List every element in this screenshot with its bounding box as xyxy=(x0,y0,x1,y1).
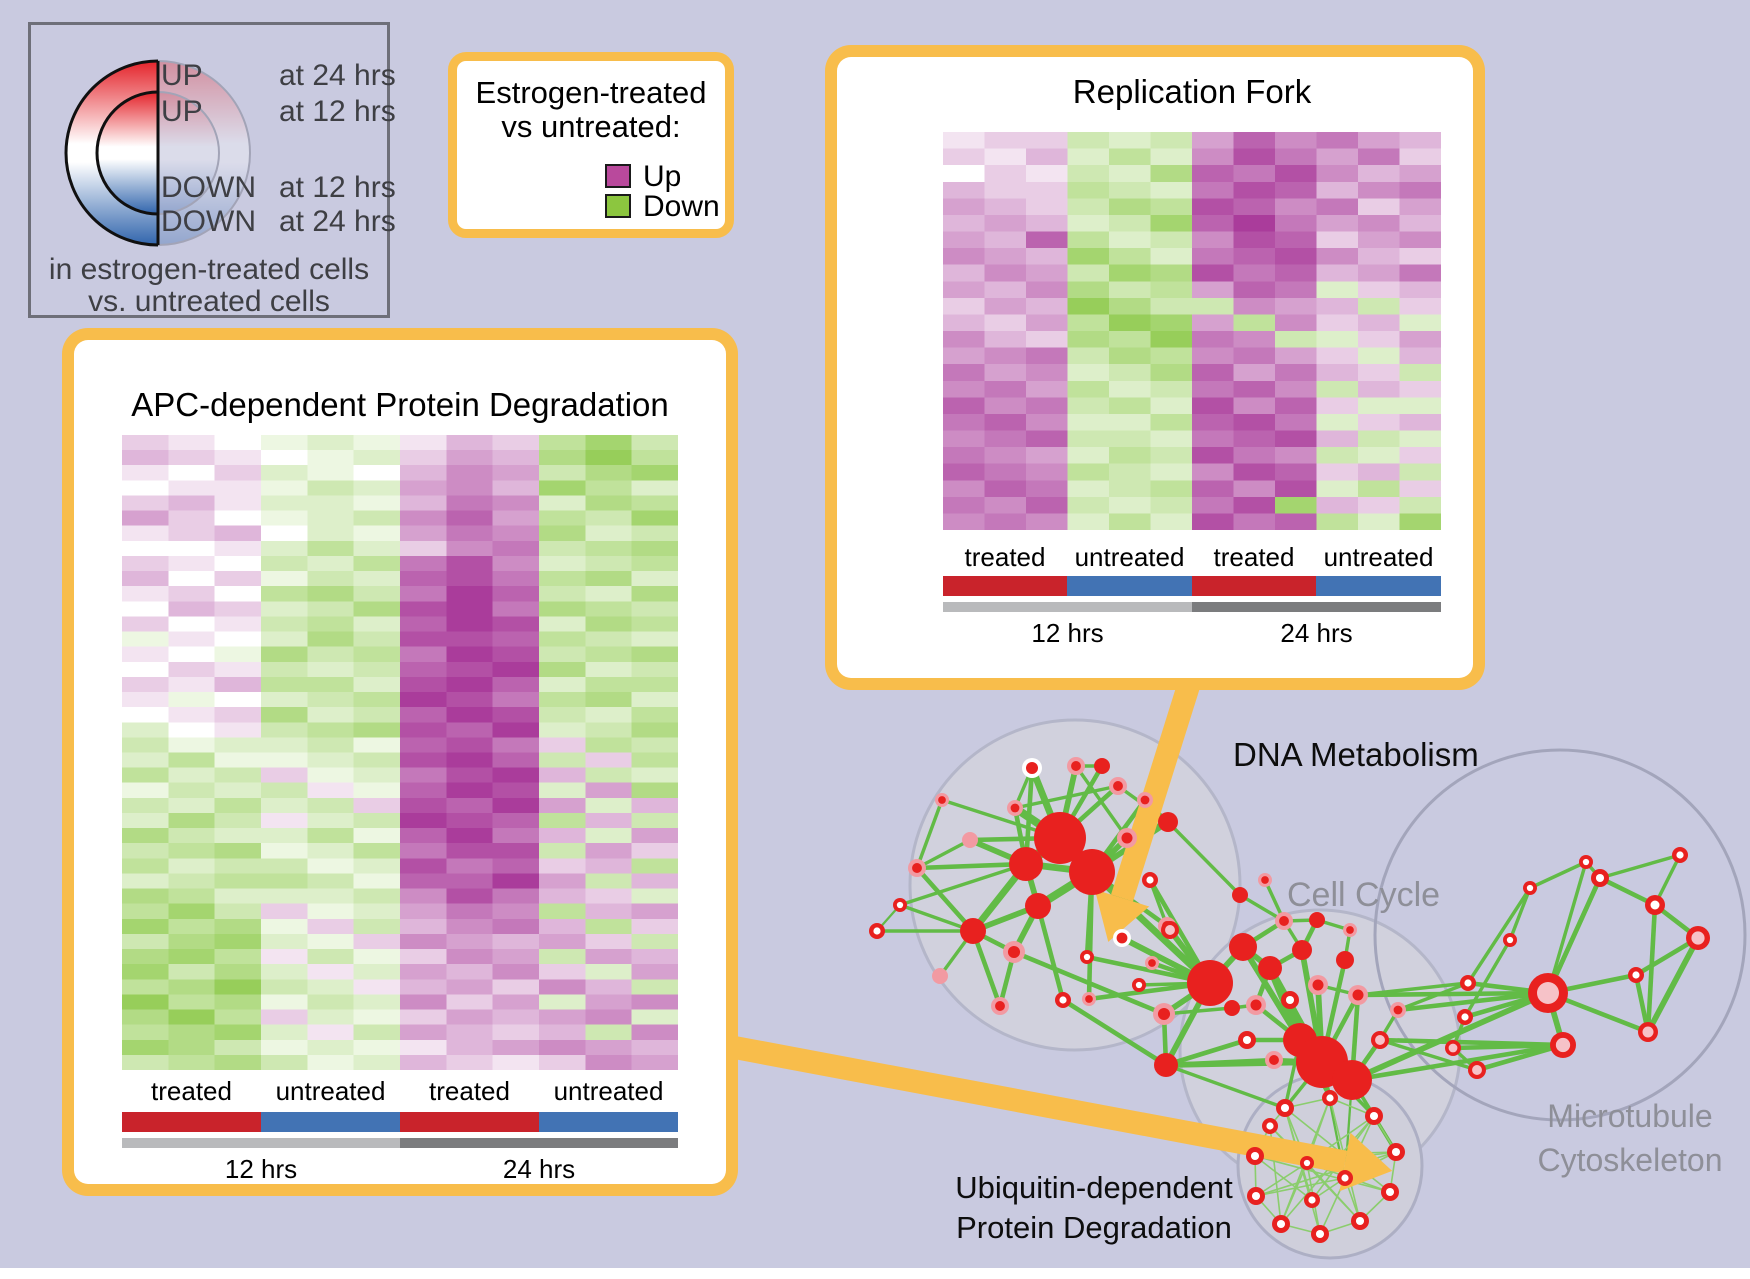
apc-group-label-4: untreated xyxy=(553,1076,664,1106)
apc-degradation-panel: APC-dependent Protein Degradation treate… xyxy=(62,328,738,1196)
apc-12hr-bar xyxy=(122,1138,400,1148)
apc-untreated-bar-24 xyxy=(539,1112,678,1132)
updown-venn-circles-icon xyxy=(64,59,251,247)
cluster-label-ubiquitin-degradation: Ubiquitin-dependent Protein Degradation xyxy=(948,1168,1240,1248)
legend-up-12-time: at 12 hrs xyxy=(279,95,396,128)
apc-untreated-bar-12 xyxy=(261,1112,400,1132)
down-swatch-label: Down xyxy=(643,190,720,223)
rf-group-label-3: treated xyxy=(1213,542,1295,572)
legend-up-12-dir: UP xyxy=(161,95,203,128)
estrogen-color-key: Estrogen-treated vs untreated: Up Down xyxy=(448,52,734,238)
apc-group-label-3: treated xyxy=(429,1076,510,1106)
apc-group-label-2: untreated xyxy=(275,1076,386,1106)
rf-hour-label-24: 24 hrs xyxy=(1280,618,1353,648)
rf-24hr-bar xyxy=(1192,602,1441,612)
replication-fork-heatmap xyxy=(943,132,1441,530)
legend-caption-line2: vs. untreated cells xyxy=(88,285,330,318)
legend-caption-line1: in estrogen-treated cells xyxy=(48,253,370,286)
apc-24hr-bar xyxy=(400,1138,678,1148)
rf-treated-bar-24 xyxy=(1192,576,1316,596)
cluster-label-dna-metabolism: DNA Metabolism xyxy=(1233,736,1479,773)
apc-treated-bar-12 xyxy=(122,1112,261,1132)
legend-down-24-time: at 24 hrs xyxy=(279,205,396,238)
apc-hour-label-12: 12 hrs xyxy=(224,1154,298,1184)
apc-degradation-heatmap xyxy=(122,435,678,1070)
legend-down-12-time: at 12 hrs xyxy=(279,171,396,204)
orange-arrows xyxy=(729,658,1393,1192)
cluster-label-cell-cycle: Cell Cycle xyxy=(1287,876,1441,914)
color-key-title-line2: vs untreated: xyxy=(501,109,681,144)
replication-fork-panel: Replication Fork treated untreated treat… xyxy=(825,45,1485,690)
cluster-label-ubiquitin-line1: Ubiquitin-dependent xyxy=(955,1170,1233,1205)
cluster-label-microtubule-line2: Cytoskeleton xyxy=(1537,1142,1723,1178)
rf-hour-label-12: 12 hrs xyxy=(1031,618,1104,648)
up-swatch xyxy=(605,164,631,188)
rf-12hr-bar xyxy=(943,602,1192,612)
network-nodes xyxy=(869,757,1710,1243)
apc-degradation-title: APC-dependent Protein Degradation xyxy=(131,386,669,423)
apc-hour-label-24: 24 hrs xyxy=(502,1154,576,1184)
cluster-label-microtubule-cytoskeleton: Microtubule Cytoskeleton xyxy=(1480,1094,1750,1182)
replication-fork-title: Replication Fork xyxy=(1072,73,1312,110)
cluster-label-ubiquitin-line2: Protein Degradation xyxy=(956,1210,1232,1245)
rf-untreated-bar-12 xyxy=(1067,576,1192,596)
rf-untreated-bar-24 xyxy=(1316,576,1441,596)
color-key-title-line1: Estrogen-treated xyxy=(475,75,707,110)
rf-group-label-1: treated xyxy=(964,542,1046,572)
rf-group-label-4: untreated xyxy=(1323,542,1434,572)
down-swatch xyxy=(605,194,631,218)
updown-gradient-legend: UP at 24 hrs UP at 12 hrs DOWN at 12 hrs… xyxy=(28,22,396,318)
apc-group-label-1: treated xyxy=(151,1076,232,1106)
rf-treated-bar-12 xyxy=(943,576,1067,596)
legend-down-12-dir: DOWN xyxy=(161,171,256,204)
rf-group-label-2: untreated xyxy=(1074,542,1185,572)
legend-up-24-dir: UP xyxy=(161,59,203,92)
figure-bottom-margin xyxy=(0,1268,1750,1279)
legend-down-24-dir: DOWN xyxy=(161,205,256,238)
legend-up-24-time: at 24 hrs xyxy=(279,59,396,92)
apc-treated-bar-24 xyxy=(400,1112,539,1132)
up-swatch-label: Up xyxy=(643,160,682,193)
cluster-label-microtubule-line1: Microtubule xyxy=(1547,1098,1713,1134)
